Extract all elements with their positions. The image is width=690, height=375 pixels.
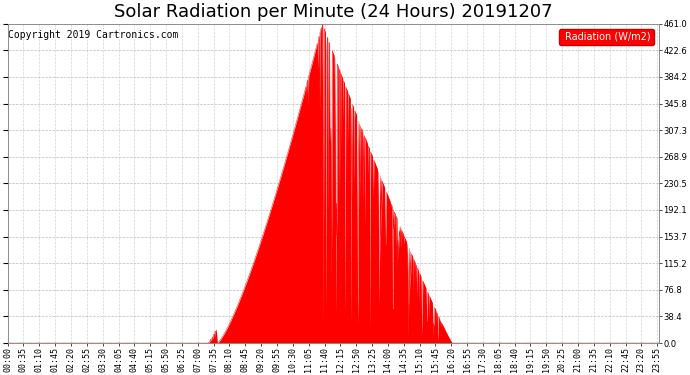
Text: Copyright 2019 Cartronics.com: Copyright 2019 Cartronics.com: [8, 30, 179, 40]
Legend: Radiation (W/m2): Radiation (W/m2): [559, 28, 654, 45]
Title: Solar Radiation per Minute (24 Hours) 20191207: Solar Radiation per Minute (24 Hours) 20…: [114, 3, 553, 21]
